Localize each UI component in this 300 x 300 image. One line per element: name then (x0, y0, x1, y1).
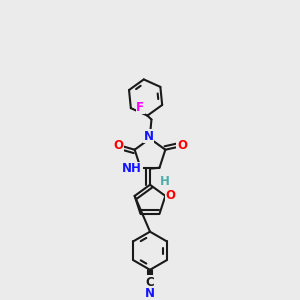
Text: O: O (113, 139, 123, 152)
Text: N: N (143, 130, 154, 143)
Text: NH: NH (122, 162, 142, 175)
Text: O: O (166, 189, 176, 203)
Text: O: O (177, 140, 187, 152)
Text: H: H (159, 175, 169, 188)
Text: C: C (146, 276, 154, 289)
Text: F: F (136, 101, 144, 114)
Text: N: N (145, 287, 155, 300)
